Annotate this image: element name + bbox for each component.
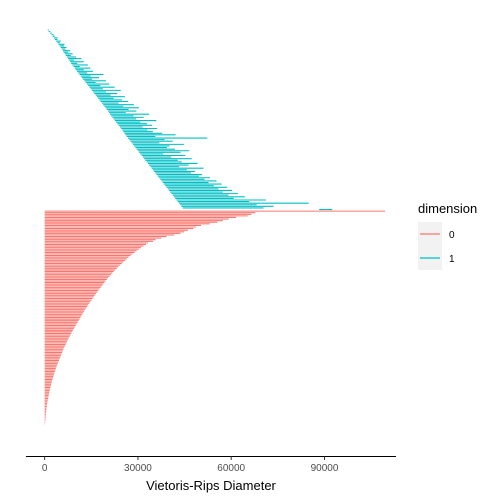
legend: dimension 0 1 — [418, 201, 477, 270]
x-tick-label: 0 — [42, 463, 48, 474]
x-tick-label: 90000 — [311, 463, 339, 474]
legend-label-1: 1 — [449, 254, 455, 265]
legend-label-0: 0 — [449, 230, 455, 241]
x-tick-label: 30000 — [124, 463, 152, 474]
x-axis-title: Vietoris-Rips Diameter — [146, 478, 276, 493]
x-axis-ticks: 0 30000 60000 90000 — [42, 456, 339, 474]
x-tick-label: 60000 — [217, 463, 245, 474]
legend-title: dimension — [418, 201, 477, 216]
dimension-1-bars — [47, 29, 333, 211]
dimension-0-bars — [44, 210, 386, 425]
